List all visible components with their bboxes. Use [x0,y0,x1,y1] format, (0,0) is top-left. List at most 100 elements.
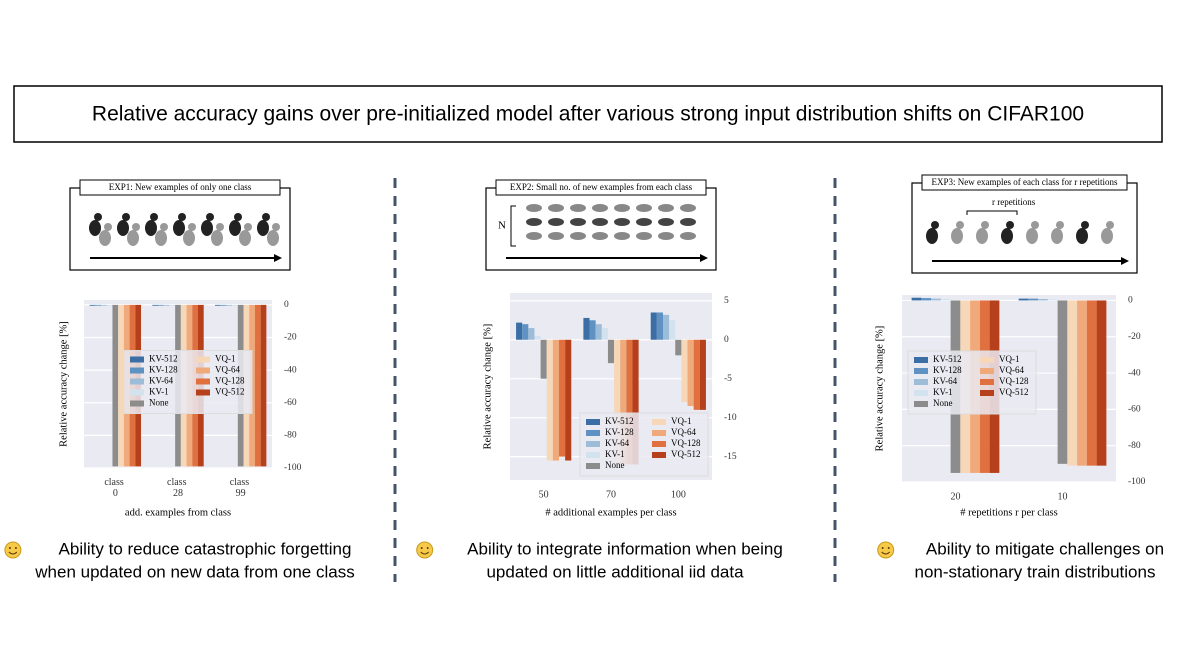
icon [89,220,101,236]
bar [1018,298,1029,301]
legend-swatch [196,367,210,374]
bar [260,304,267,467]
icon [262,213,270,221]
bar [921,298,932,301]
bar [662,314,670,340]
bar [516,322,523,340]
x-axis-label: add. examples from class [125,507,231,518]
icon [680,204,696,212]
diagram-title-box [79,179,281,196]
bar [675,339,682,356]
bar [1086,300,1097,466]
y-tick-label: 5 [724,296,729,306]
diagram-note: r repetitions [992,197,1036,207]
diagram-box [485,187,717,271]
y-tick-label: -20 [284,333,297,343]
caption: Ability to integrate information when be… [467,539,783,558]
legend-label: VQ-1 [215,354,236,364]
bar [546,339,553,461]
bar [595,324,602,340]
icon [1076,228,1088,244]
legend-swatch [914,401,928,407]
bar [220,304,227,306]
legend-label: VQ-1 [999,354,1020,364]
emoji [416,541,434,559]
legend-swatch [196,389,210,396]
icon [1106,221,1114,229]
diagram-title-box [495,179,707,196]
bar [1047,299,1058,301]
x-tick-label: 70 [606,489,616,500]
icon [548,204,564,212]
legend-swatch [130,356,144,363]
legend-label: KV-512 [149,354,178,364]
icon [976,228,988,244]
y-tick-label: -40 [1128,368,1141,378]
icon [614,232,630,240]
emoji [877,541,895,559]
icon [1026,228,1038,244]
bar [112,304,119,467]
icon [173,220,185,236]
legend-label: None [933,398,953,408]
icon [150,213,158,221]
bar [1096,300,1107,466]
legend-swatch [980,379,994,385]
icon [183,230,195,246]
emoji [420,547,423,549]
icon [244,223,252,231]
bar [1038,298,1048,301]
caption: Ability to reduce catastrophic forgettin… [59,539,352,558]
legend-label: KV-64 [605,438,630,448]
bar [1077,300,1087,466]
legend-swatch [586,441,600,447]
bar [522,324,529,340]
arrow-head [1121,257,1129,265]
y-axis-label: Relative accuracy change [%] [482,324,493,450]
legend-label: VQ-64 [999,365,1024,375]
icon [211,230,223,246]
emoji [881,551,891,555]
caption: updated on little additional iid data [486,562,744,581]
bar [681,339,688,403]
icon [1031,221,1039,229]
diagram-note: N [498,220,506,232]
bar [540,339,547,379]
legend-swatch [586,419,600,425]
legend-label: KV-64 [933,376,958,386]
legend-label: KV-1 [605,449,625,459]
legend-swatch [980,357,994,363]
icon [216,223,224,231]
x-tick-label: 20 [951,491,961,502]
icon [201,220,213,236]
bar [89,304,96,306]
bar [226,304,233,306]
legend-label: KV-128 [933,365,962,375]
legend-label: VQ-512 [999,387,1029,397]
bar [607,339,615,364]
icon [234,213,242,221]
legend-label: VQ-512 [671,449,701,459]
legend-swatch [586,463,600,469]
bar [583,317,590,340]
legend-swatch [914,379,928,385]
legend-label: VQ-128 [999,376,1029,386]
icon [1006,221,1014,229]
x-tick-label: 50 [539,489,549,500]
bar [699,339,706,410]
legend-label: KV-1 [933,387,953,397]
legend-label: VQ-64 [215,365,240,375]
icon [99,230,111,246]
emoji [8,551,18,555]
bar [687,339,694,406]
y-axis-label: Relative accuracy change [%] [874,326,885,452]
slide-title: Relative accuracy gains over pre-initial… [92,103,1084,126]
icon [229,220,241,236]
brace [510,205,516,247]
caption: Ability to mitigate challenges on [926,539,1164,558]
legend-box [579,412,709,477]
icon [206,213,214,221]
brace [966,210,1018,215]
bar [106,304,113,306]
y-tick-label: -20 [1128,332,1141,342]
